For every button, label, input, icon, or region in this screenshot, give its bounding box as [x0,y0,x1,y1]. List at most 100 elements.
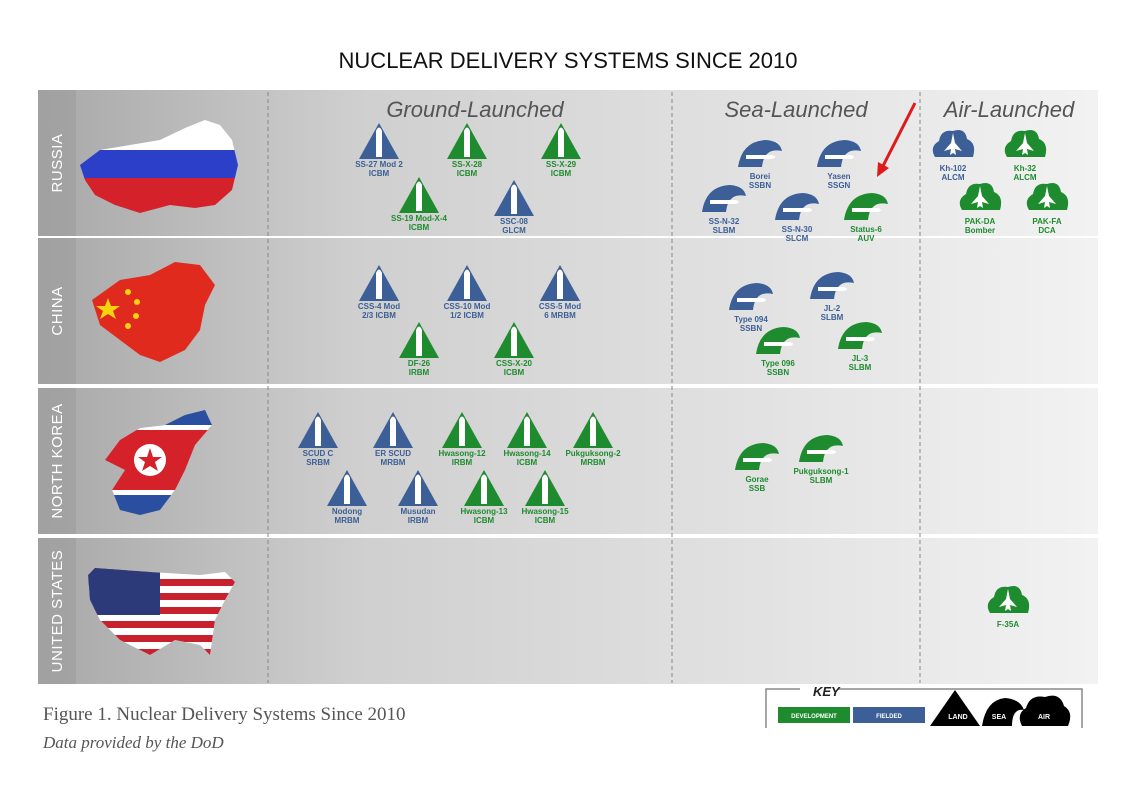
system-name: F-35A [997,620,1019,629]
system-type: ICBM [535,516,556,525]
system-name: Yasen [827,172,850,181]
missile [459,416,465,446]
country-label: UNITED STATES [49,550,66,673]
system-name: JL-2 [824,304,841,313]
system-type: SLBM [713,226,736,235]
missile [825,155,854,159]
system-type: SSBN [767,368,789,377]
system-type: DCA [1038,226,1056,235]
label-bg [38,388,76,534]
aircraft [1016,133,1034,155]
missile [764,342,793,346]
system-name: CSS-X-20 [496,359,533,368]
system-name: CSS-10 Mod [444,302,491,311]
missile [524,416,530,446]
system-name: SS-27 Mod 2 [355,160,403,169]
sea-icon [799,435,843,462]
system-name: Hwasong-14 [503,449,551,458]
missile [481,474,487,504]
system-name: SCUD C [303,449,334,458]
missile [464,269,470,299]
items: SS-27 Mod 2ICBMSS-X-28ICBMSS-X-29ICBMSS-… [298,123,1069,629]
system-type: IRBM [452,458,473,467]
system-name: Nodong [332,507,362,516]
system-type: MRBM [581,458,606,467]
label-bg [38,90,76,236]
sea-icon [738,140,782,167]
aircraft [999,589,1017,611]
system-type: SSGN [828,181,851,190]
country-label: RUSSIA [49,134,66,193]
system-name: SS-N-32 [709,217,740,226]
missile [376,269,382,299]
column-header: Sea-Launched [724,97,868,122]
system-name: Musudan [400,507,435,516]
system-name: Kh-32 [1014,164,1037,173]
system-type: SRBM [306,458,330,467]
system-type: ICBM [504,368,525,377]
missile [743,458,772,462]
system-name: Hwasong-15 [521,507,569,516]
system-name: Pukguksong-1 [793,467,849,476]
system-type: 6 MRBM [544,311,576,320]
sea-icon [775,193,819,220]
system-type: IRBM [408,516,429,525]
system-type: SSBN [740,324,762,333]
system-type: MRBM [335,516,360,525]
row-bg [38,238,1098,384]
system-name: Pukguksong-2 [565,449,621,458]
missile [783,208,812,212]
system-type: SLBM [849,363,872,372]
missile [746,155,775,159]
missile [511,184,517,214]
missile [558,127,564,157]
country-label: NORTH KOREA [49,403,66,518]
system-name: CSS-4 Mod [358,302,400,311]
system-type: IRBM [409,368,430,377]
missile [416,181,422,211]
system-name: Hwasong-12 [438,449,486,458]
system-type: SSBN [749,181,771,190]
system-type: SLCM [786,234,809,243]
system-name: SS-X-29 [546,160,577,169]
system-name: ER SCUD [375,449,411,458]
key-domain: LAND [948,714,967,721]
column-header: Air-Launched [942,97,1075,122]
grid: RUSSIA CHINA NORTH KOREA UNITED STATES Groun… [38,90,1098,684]
missile [818,287,847,291]
country-label: CHINA [49,286,66,335]
key-domain: SEA [992,714,1006,721]
arrowhead [877,162,889,177]
key-air-icon [1019,695,1071,726]
system-type: ICBM [369,169,390,178]
sea-icon [702,185,746,212]
missile [807,450,836,454]
label-bg [38,238,76,384]
system-name: Kh-102 [940,164,967,173]
row-bg [38,388,1098,534]
key-swatch [778,707,850,723]
system: F-35A [987,586,1030,629]
system-type: AUV [858,234,876,243]
